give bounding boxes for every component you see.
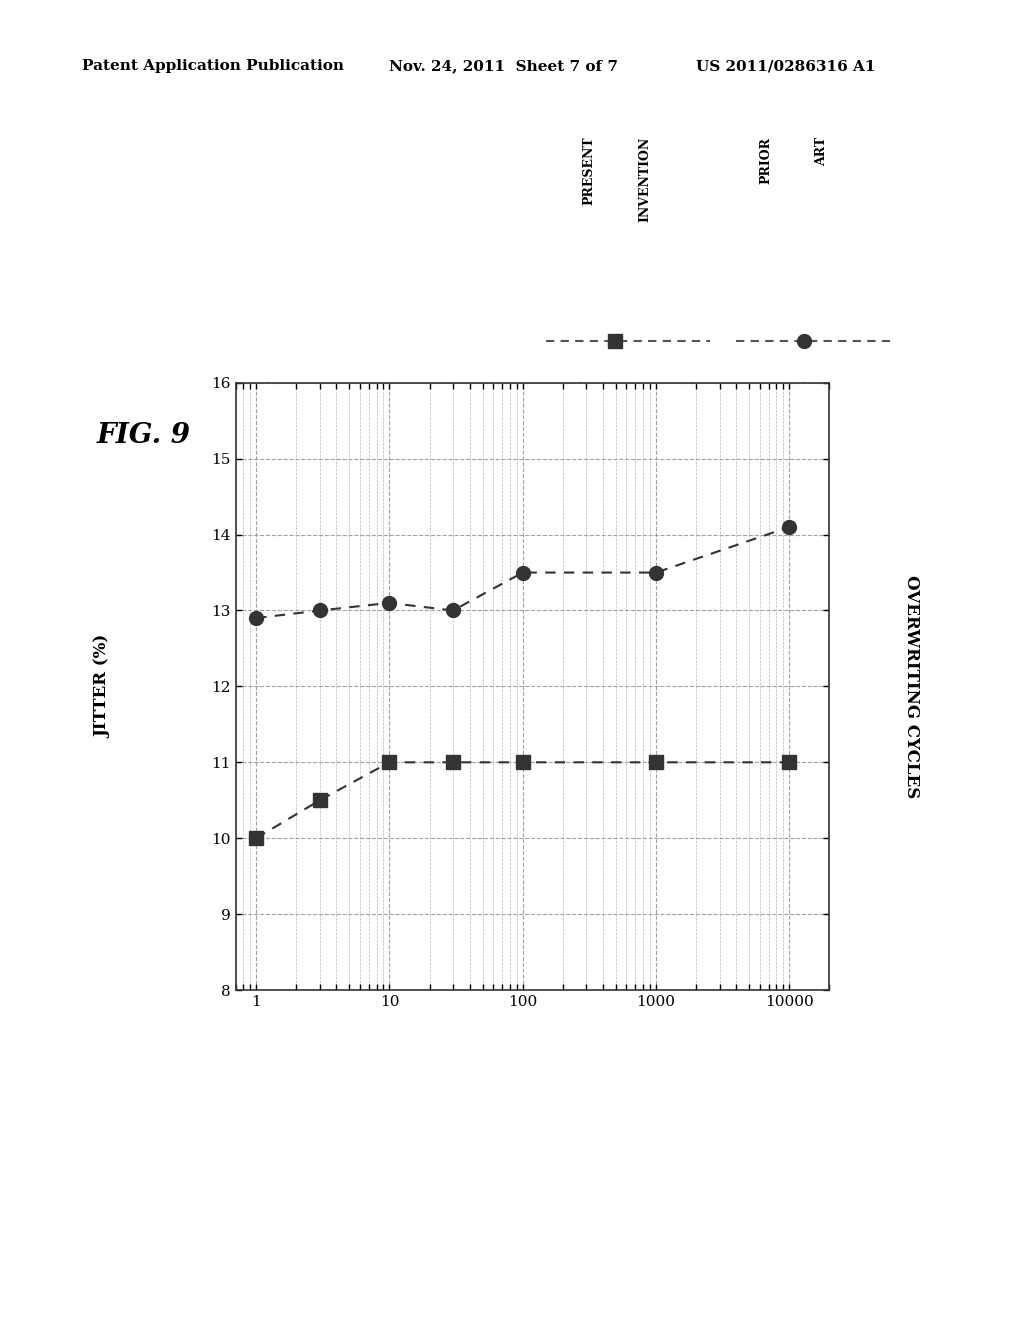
Text: Patent Application Publication: Patent Application Publication — [82, 59, 344, 73]
Text: PRESENT: PRESENT — [583, 137, 596, 206]
Text: Nov. 24, 2011  Sheet 7 of 7: Nov. 24, 2011 Sheet 7 of 7 — [389, 59, 618, 73]
Text: JITTER (%): JITTER (%) — [94, 635, 111, 738]
Text: FIG. 9: FIG. 9 — [96, 422, 190, 449]
Text: OVERWRITING CYCLES: OVERWRITING CYCLES — [903, 574, 920, 799]
Text: ART: ART — [815, 137, 828, 166]
Text: PRIOR: PRIOR — [759, 137, 772, 183]
Text: INVENTION: INVENTION — [639, 137, 652, 222]
Text: US 2011/0286316 A1: US 2011/0286316 A1 — [696, 59, 876, 73]
